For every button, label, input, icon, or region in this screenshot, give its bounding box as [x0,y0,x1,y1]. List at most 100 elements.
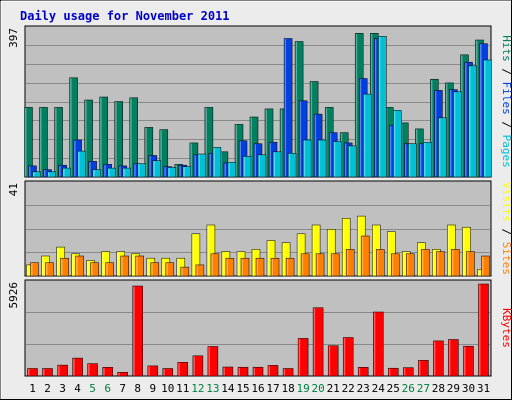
x-tick-label-day-15: 15 [236,382,249,395]
bar-kbytes-day-3 [57,364,68,377]
x-tick-label-day-6: 6 [104,382,111,395]
legend-label-0: Visits [500,182,512,222]
bar-highlight [61,258,63,276]
bar-highlight [115,102,117,177]
bar-highlight [286,258,289,276]
bar-highlight [253,367,255,376]
bar-highlight [179,165,181,177]
legend-label-2: Files [500,82,512,115]
bar-sites-day-21 [330,253,340,277]
bar-highlight [254,144,256,177]
bar-highlight [70,78,72,177]
bar-highlight [164,167,166,177]
bar-highlight [346,249,349,276]
bar-highlight [93,170,95,177]
bar-kbytes-day-22 [342,337,354,377]
bar-highlight [163,369,165,376]
bar-pages-day-20 [317,139,327,178]
bar-highlight [436,252,439,276]
bar-highlight [63,168,65,177]
bar-highlight [57,247,59,276]
bar-highlight [42,256,44,276]
bar-kbytes-day-24 [373,311,384,377]
bar-pages-day-31 [483,59,492,178]
x-tick-label-day-25: 25 [387,382,400,395]
bar-kbytes-day-20 [312,307,324,377]
bar-pages-day-10 [167,167,177,178]
bar-highlight [241,258,243,276]
bar-highlight [73,358,75,376]
bar-highlight [196,265,198,276]
bar-kbytes-day-13 [207,346,219,377]
x-tick-label-day-12: 12 [191,382,204,395]
panel-bottom-legend: KBytes [500,308,512,348]
bar-sites-day-4 [75,255,84,277]
bar-highlight [342,218,345,276]
bar-highlight [192,234,194,276]
x-tick-label-day-22: 22 [342,382,355,395]
bar-kbytes-day-21 [327,345,339,377]
bar-highlight [58,365,60,376]
bar-highlight [181,267,183,276]
bar-highlight [408,144,411,177]
x-tick-label-day-14: 14 [221,382,235,395]
bar-highlight [482,256,484,276]
bar-highlight [88,364,90,376]
bar-highlight [108,168,110,177]
bar-highlight [355,33,358,177]
bar-kbytes-day-27 [418,360,429,377]
bar-highlight [123,168,125,177]
bar-highlight [138,164,140,177]
bar-highlight [451,249,454,276]
bar-pages-day-9 [152,160,162,178]
bar-pages-day-19 [302,139,312,178]
bar-highlight [147,258,149,276]
bar-kbytes-day-6 [102,367,113,377]
bar-kbytes-day-26 [403,367,414,377]
bar-highlight [404,144,407,177]
x-tick-label-day-28: 28 [432,382,445,395]
bar-sites-day-29 [451,249,460,277]
bar-pages-day-26 [408,143,417,178]
bar-highlight [363,94,366,177]
bar-highlight [74,140,76,177]
bar-highlight [403,368,406,376]
bar-highlight [331,254,334,276]
bar-highlight [205,107,207,177]
bar-highlight [325,107,328,177]
bar-pages-day-28 [438,117,447,178]
bar-pages-day-6 [107,167,116,178]
bar-highlight [343,338,346,376]
bar-pages-day-1 [32,171,41,178]
bar-pages-day-15 [242,156,252,178]
bar-kbytes-day-19 [297,338,309,377]
bar-highlight [461,55,463,177]
bar-kbytes-day-30 [463,345,474,377]
bar-pages-day-7 [122,167,131,178]
bar-highlight [76,256,78,276]
x-tick-label-day-19: 19 [296,382,309,395]
bar-sites-day-3 [60,257,69,277]
bar-kbytes-day-25 [388,367,399,377]
bar-highlight [271,258,273,276]
bar-highlight [149,156,151,177]
bar-sites-day-12 [195,264,205,277]
bar-sites-day-7 [120,255,129,277]
panel-top-ymax-label: 397 [7,28,20,48]
bar-highlight [243,156,245,177]
bar-highlight [226,258,228,276]
bar-highlight [28,369,30,376]
bar-highlight [183,167,185,177]
bar-kbytes-day-23 [357,367,369,377]
bar-sites-day-27 [421,249,430,277]
bar-sites-day-14 [225,257,235,277]
bar-highlight [479,284,481,376]
bar-highlight [25,107,27,177]
x-tick-label-day-31: 31 [477,382,490,395]
legend-label-0: Hits [500,35,512,62]
bar-kbytes-day-11 [177,362,189,377]
bar-highlight [389,125,392,177]
bar-highlight [378,36,381,177]
bar-highlight [299,101,302,177]
